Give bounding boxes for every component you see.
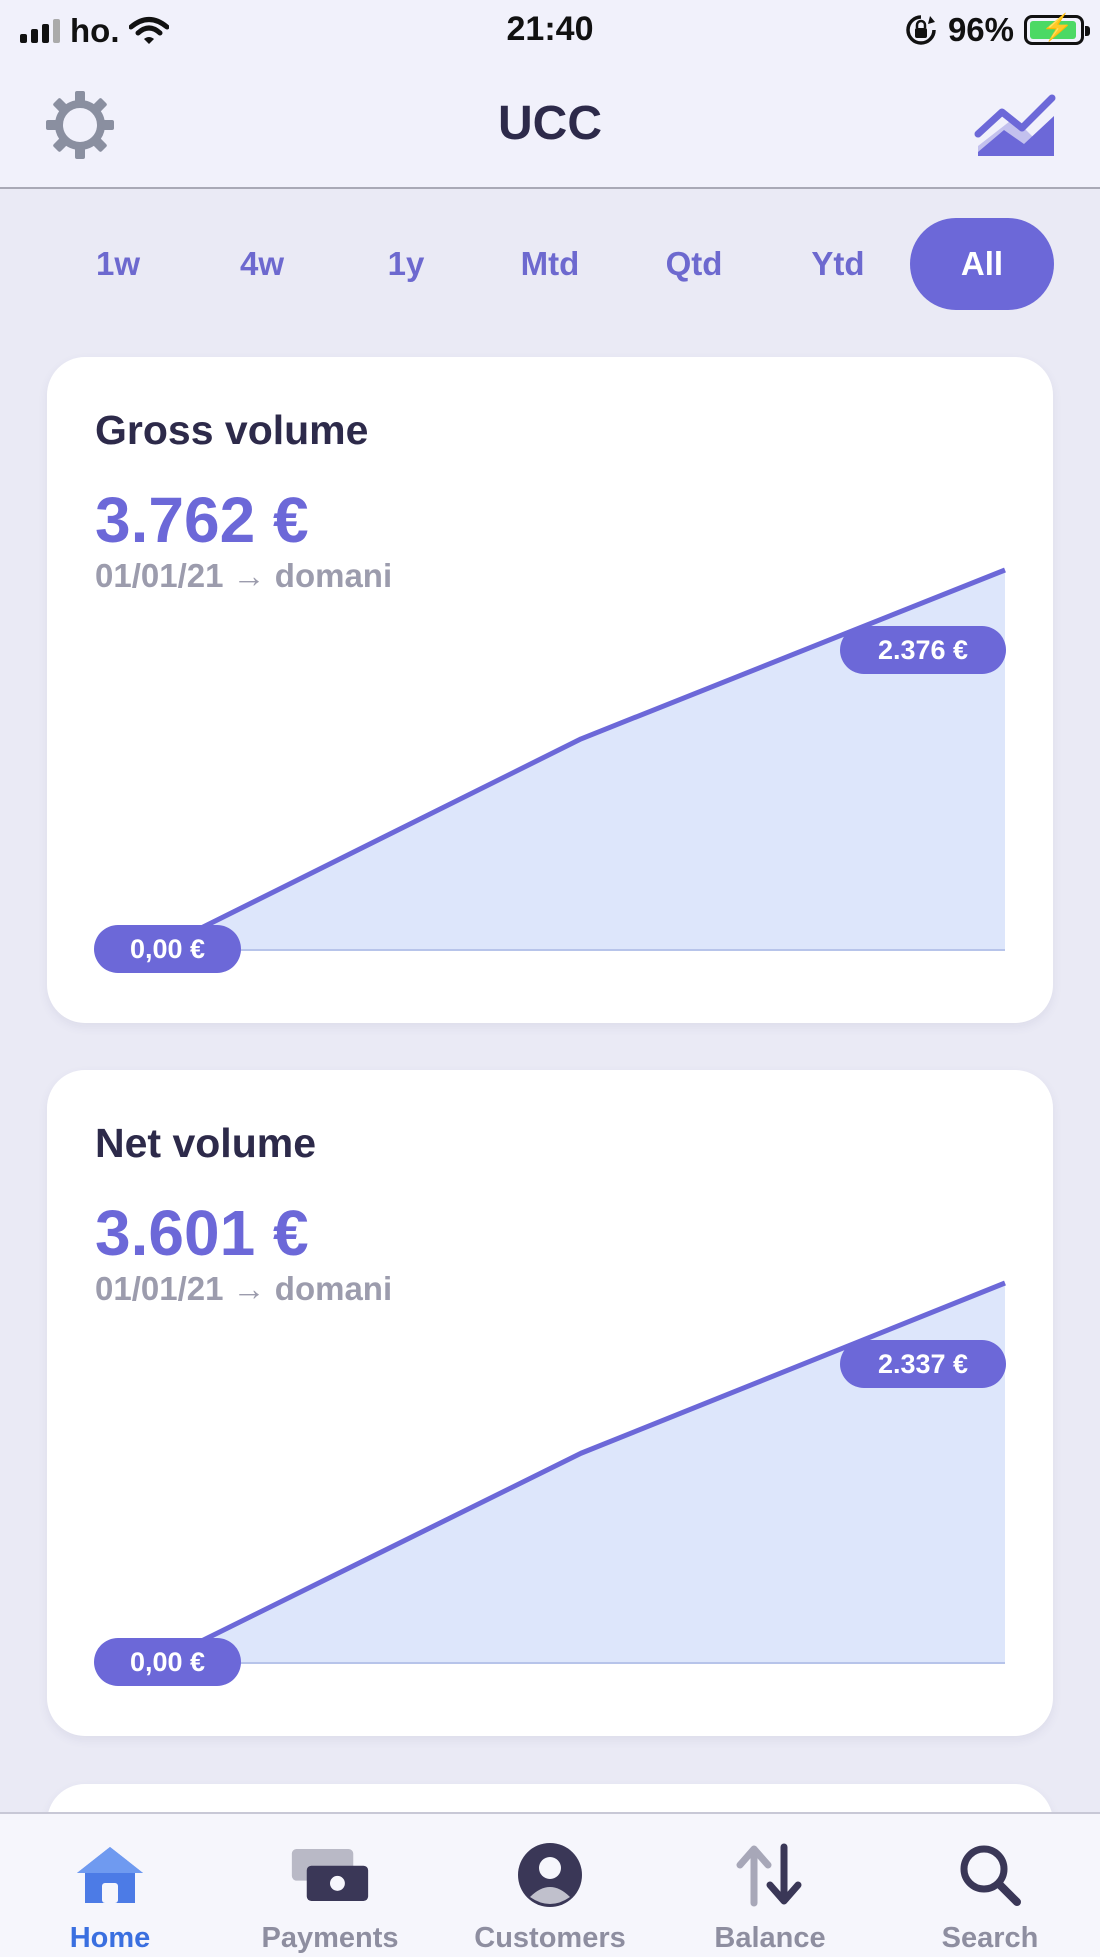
battery-percent: 96% xyxy=(947,11,1014,48)
payments-icon xyxy=(291,1848,369,1902)
tabbar-item-balance[interactable]: Balance xyxy=(660,1814,880,1957)
tabbar-label: Customers xyxy=(474,1922,626,1954)
home-icon xyxy=(77,1847,143,1903)
card-date-range: 01/01/21 → domani xyxy=(95,1270,393,1307)
gross-volume-card[interactable]: Gross volume 3.762 € 01/01/21 → domani 2… xyxy=(47,357,1053,1023)
tabbar-item-home[interactable]: Home xyxy=(0,1814,220,1957)
tabbar-label: Balance xyxy=(714,1922,826,1954)
card-title: Gross volume xyxy=(95,407,369,453)
tab-qtd[interactable]: Qtd xyxy=(665,245,723,282)
tabbar-item-customers[interactable]: Customers xyxy=(440,1814,660,1957)
status-left: ho. xyxy=(20,12,170,50)
status-bar: ho. 21:40 96% ⚡ xyxy=(0,0,1100,60)
card-value: 3.601 € xyxy=(95,1197,309,1269)
gear-icon[interactable] xyxy=(40,85,120,165)
tabbar-label: Home xyxy=(69,1922,151,1954)
tab-1w[interactable]: 1w xyxy=(95,245,141,282)
customer-icon xyxy=(518,1843,582,1907)
transfer-arrows-icon xyxy=(736,1843,802,1907)
card-date-range: 01/01/21 → domani xyxy=(95,557,393,594)
card-title: Net volume xyxy=(95,1120,316,1166)
chart-max-label: 2.337 € xyxy=(840,1340,1006,1388)
card-value: 3.762 € xyxy=(95,484,309,556)
chart-area xyxy=(157,1283,1005,1663)
chart-min-label: 0,00 € xyxy=(94,925,241,973)
status-right: 96% ⚡ xyxy=(904,11,1090,49)
tab-ytd[interactable]: Ytd xyxy=(811,245,865,282)
clock: 21:40 xyxy=(506,10,594,48)
chart-area xyxy=(157,570,1005,950)
search-icon xyxy=(960,1845,1021,1906)
net-volume-card[interactable]: Net volume 3.601 € 01/01/21 → domani 2.3… xyxy=(47,1070,1053,1736)
rotation-lock-icon xyxy=(906,15,936,45)
tabbar-item-payments[interactable]: Payments xyxy=(220,1814,440,1957)
nav-bar: UCC xyxy=(0,60,1100,189)
tabbar-item-search[interactable]: Search xyxy=(880,1814,1100,1957)
carrier-name: ho. xyxy=(70,12,120,49)
net-volume-chart xyxy=(97,1280,1006,1666)
page-title: UCC xyxy=(498,97,602,150)
tab-all[interactable]: All xyxy=(910,218,1054,310)
tab-1y[interactable]: 1y xyxy=(387,245,425,282)
gross-volume-chart xyxy=(97,567,1006,953)
tab-mtd[interactable]: Mtd xyxy=(520,245,580,282)
tabbar-label: Search xyxy=(941,1922,1039,1954)
trend-chart-icon[interactable] xyxy=(974,90,1058,160)
battery-icon: ⚡ xyxy=(1024,14,1090,45)
chart-max-label: 2.376 € xyxy=(840,626,1006,674)
tab-4w[interactable]: 4w xyxy=(239,245,285,282)
chart-min-label: 0,00 € xyxy=(94,1638,241,1686)
chart-line xyxy=(155,1280,1006,1666)
wifi-icon xyxy=(129,17,170,44)
signal-icon xyxy=(20,19,60,43)
bottom-tab-bar: Home Payments Customers xyxy=(0,1812,1100,1957)
period-tabs: 1w 4w 1y Mtd Qtd Ytd All xyxy=(46,218,1054,310)
tabbar-label: Payments xyxy=(261,1922,399,1954)
